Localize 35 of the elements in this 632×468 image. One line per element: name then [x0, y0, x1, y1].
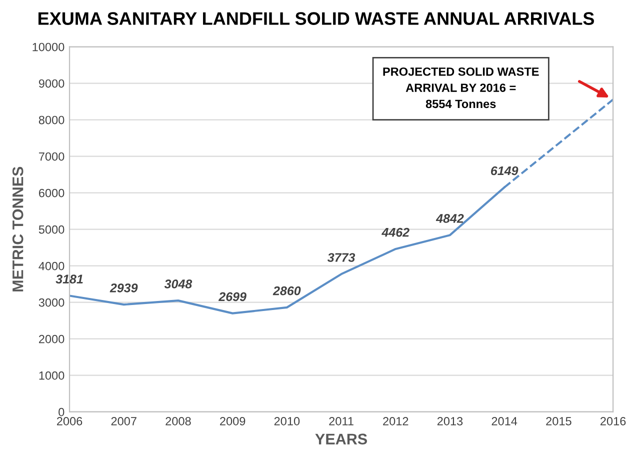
x-tick-label: 2010 [274, 417, 300, 426]
x-axis-title: YEARS [315, 434, 367, 444]
y-tick-label: 7000 [39, 152, 64, 161]
x-tick-label: 2007 [111, 417, 136, 426]
x-tick-label: 2008 [166, 417, 191, 426]
data-label: 2699 [218, 292, 246, 302]
y-tick-label: 10000 [32, 42, 64, 52]
y-tick-label: 1000 [39, 371, 64, 380]
x-tick-label: 2016 [600, 417, 626, 426]
annotation: PROJECTED SOLID WASTE ARRIVAL BY 2016 = 8554 Tonnes [383, 67, 539, 108]
x-tick-label: 2015 [546, 417, 572, 426]
data-label: 4462 [382, 228, 410, 237]
x-tick-label: 2009 [220, 417, 246, 426]
y-tick-label: 9000 [38, 79, 64, 88]
chart-title: EXUMA SANITARY LANDFILL SOLID WASTE ANNUAL ARRIVALS [38, 12, 594, 25]
data-label: 3773 [327, 253, 356, 262]
x-tick-label: 2011 [329, 417, 354, 426]
y-tick-label: 6000 [39, 188, 64, 198]
y-tick-label: 0 [58, 408, 64, 416]
data-label: 3048 [164, 280, 192, 288]
y-tick-label: 3000 [38, 298, 64, 307]
data-label: 3181 [56, 274, 83, 284]
y-axis-title: METRIC TONNES [12, 166, 24, 292]
y-tick-label: 4000 [38, 262, 64, 270]
x-tick-label: 2013 [437, 417, 463, 426]
x-tick-label: 2014 [492, 417, 518, 426]
data-label: 2939 [110, 284, 138, 292]
data-label: 4842 [436, 214, 464, 223]
y-tick-label: 2000 [38, 334, 64, 344]
data-label: 2860 [272, 286, 301, 296]
x-tick-label: 2006 [56, 417, 82, 426]
y-tick-label: 8000 [38, 116, 64, 124]
y-tick-label: 5000 [38, 225, 64, 234]
data-label: 6149 [491, 166, 518, 176]
x-tick-label: 2012 [383, 417, 408, 426]
